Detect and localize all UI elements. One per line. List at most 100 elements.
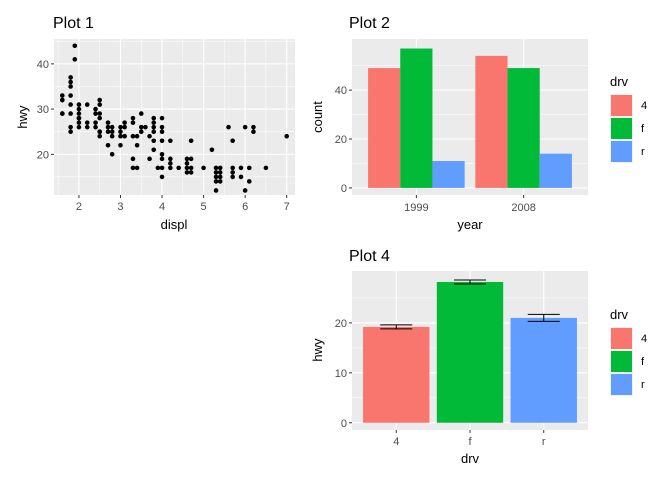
plot1-point — [138, 111, 144, 116]
plot1-y-tick-label: 40 — [37, 59, 49, 71]
plot1-point — [159, 152, 165, 157]
plot1-point — [84, 102, 90, 107]
plot4-x-tick-label: f — [468, 436, 472, 448]
plot1-point — [217, 170, 223, 175]
plot1-point — [209, 147, 215, 153]
plot1-point — [118, 133, 123, 139]
plot1-point — [68, 93, 73, 98]
plot1-point — [217, 174, 223, 180]
plot1-point — [130, 133, 136, 139]
plot1-point — [226, 124, 231, 130]
plot1-point — [93, 111, 98, 116]
plot2-legend-key — [611, 118, 632, 139]
plot1-point — [97, 115, 103, 121]
plot1-point — [188, 170, 194, 175]
plot2-y-tick-label: 0 — [341, 183, 347, 195]
plot1-point — [284, 133, 289, 139]
plot1-point — [118, 124, 123, 130]
plot1-point — [213, 165, 219, 171]
plot4-error-bars — [380, 279, 560, 330]
plot2-legend-label: r — [641, 146, 645, 158]
plot1-point — [213, 174, 219, 180]
plot1-point — [159, 129, 165, 134]
plot1-point — [60, 97, 65, 103]
plot1-point — [246, 165, 252, 171]
plot4-bar — [436, 281, 504, 423]
plot1-point — [184, 165, 190, 171]
plot1-x-label: displ — [161, 217, 188, 232]
plot1-point — [147, 133, 152, 139]
plot1-point — [159, 165, 165, 171]
plot1-point — [151, 115, 157, 121]
plot1-y-label: hwy — [15, 105, 30, 129]
plot1-x-tick-label: 7 — [284, 201, 290, 213]
plot4-bars — [363, 281, 577, 423]
plot1-point — [134, 142, 140, 148]
plot1-point — [213, 179, 219, 184]
plot1-point — [151, 147, 157, 153]
plot4-y-tick-label: 10 — [335, 368, 347, 380]
plot1-point — [188, 138, 194, 144]
plot2-bar — [400, 48, 433, 188]
plot1-point — [97, 97, 103, 103]
plot1-point — [122, 120, 127, 125]
plot1-point — [97, 133, 103, 139]
plot1-point — [93, 106, 98, 112]
plot2-legend-key — [611, 95, 632, 116]
plot1-point — [143, 124, 148, 130]
plot1-point — [251, 124, 256, 130]
plot2-title: Plot 2 — [349, 15, 390, 32]
plot1-point — [76, 106, 82, 112]
plot2: Plot 2 1999 2008 0 20 40 year count drv 4 fr — [310, 15, 647, 232]
plot1-point — [72, 57, 78, 62]
plot2-legend-title: drv — [610, 74, 629, 89]
plot1-point — [230, 174, 235, 180]
plot1-point — [184, 161, 190, 166]
plot4-legend-title: drv — [610, 307, 629, 322]
plot1-point — [151, 120, 157, 125]
plot1-point — [176, 165, 181, 171]
plot1-point — [105, 129, 111, 134]
plot1-point — [251, 129, 256, 134]
plot2-bar — [475, 55, 508, 188]
plot1-point — [217, 179, 223, 184]
plot1-point — [68, 84, 73, 89]
plot1-point — [188, 156, 194, 162]
plot4-x-axis: 4 f r — [393, 430, 546, 448]
plot4-legend: drv 4 fr — [610, 307, 647, 396]
plot1-point — [76, 102, 82, 107]
plot4-bar — [510, 317, 577, 423]
plot4-x-label: drv — [461, 451, 480, 466]
plot1-point — [68, 75, 73, 80]
plot2-y-label: count — [310, 101, 325, 133]
plot1-point — [72, 43, 78, 49]
plot1-point — [238, 174, 244, 180]
plot1-x-tick-label: 4 — [159, 201, 165, 213]
plot2-x-tick-label: 1999 — [404, 202, 428, 214]
plot4-title: Plot 4 — [349, 248, 390, 265]
plot1-point — [68, 124, 73, 130]
plot2-legend-key — [611, 141, 632, 162]
plot1-point — [138, 129, 144, 134]
plot1-x-tick-label: 3 — [117, 201, 123, 213]
plot1-point — [97, 102, 103, 107]
plot1-point — [155, 165, 161, 171]
plot1-point — [147, 156, 152, 162]
plot1-point — [242, 124, 248, 130]
plot1-point — [242, 188, 248, 193]
plot1-point — [130, 165, 136, 171]
plot1-point — [230, 138, 235, 144]
plot4-y-tick-label: 20 — [335, 318, 347, 330]
plot2-bars — [368, 48, 572, 188]
plot1-point — [151, 138, 157, 144]
plot4-bar — [363, 326, 430, 423]
plot1-point — [68, 129, 73, 134]
plot1-point — [213, 170, 219, 175]
plot1-point — [184, 156, 190, 162]
plot1-point — [246, 179, 252, 184]
plot2-y-tick-label: 40 — [335, 85, 347, 97]
plot2-x-axis: 1999 2008 — [404, 195, 536, 214]
plot1-point — [109, 133, 115, 139]
plot2-y-tick-label: 20 — [335, 134, 347, 146]
